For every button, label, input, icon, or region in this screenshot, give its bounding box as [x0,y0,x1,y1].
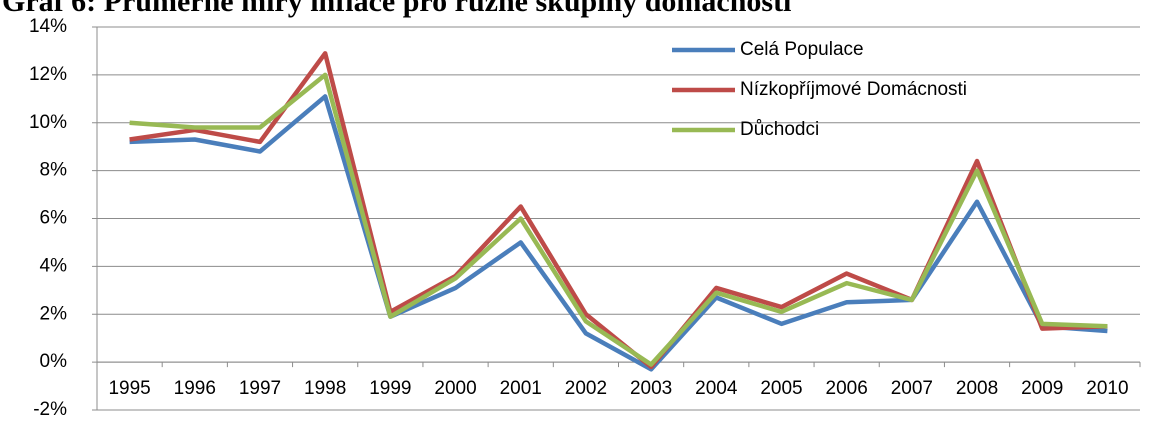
x-tick-label: 2010 [1086,378,1128,399]
x-tick-label: 2003 [630,378,672,399]
x-tick-label: 2004 [695,378,738,399]
x-tick-label: 1996 [174,378,216,399]
y-tick-label: 4% [40,255,68,276]
y-tick-label: 2% [40,303,68,324]
y-tick-label: 10% [29,112,67,133]
x-tick-label: 2005 [760,378,802,399]
legend-label: Nízkopříjmové Domácnosti [740,79,967,100]
x-tick-label: 2008 [956,378,998,399]
series-line [129,51,1108,370]
y-tick-label: 14% [29,16,67,37]
x-tick-label: 2002 [565,378,607,399]
x-tick-label: 1999 [369,378,411,399]
series-line [129,94,1108,372]
x-tick-label: 1997 [239,378,281,399]
y-tick-label: 0% [40,351,68,372]
x-tick-label: 2001 [500,378,542,399]
x-tick-label: 2006 [826,378,868,399]
chart-title: Graf 6: Průměrné míry inflace pro různé … [2,0,792,18]
legend-label: Důchodci [740,119,819,140]
x-tick-label: 2009 [1021,378,1063,399]
y-tick-label: -2% [33,399,67,420]
x-tick-label: 2000 [434,378,476,399]
y-tick-label: 6% [40,208,68,229]
series-line [129,72,1108,367]
y-tick-label: 8% [40,160,68,181]
x-tick-label: 1995 [108,378,150,399]
y-tick-label: 12% [29,64,67,85]
legend-label: Celá Populace [740,39,864,60]
x-tick-label: 1998 [304,378,346,399]
x-tick-label: 2007 [891,378,933,399]
